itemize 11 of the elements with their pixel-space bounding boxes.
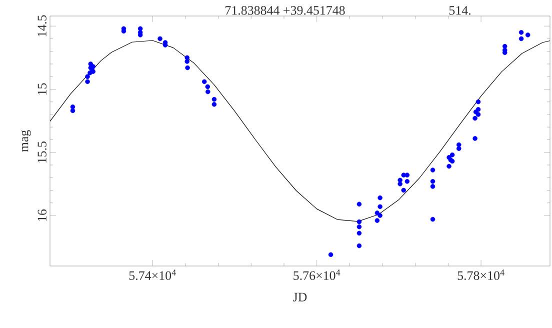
- text: 514.: [449, 6, 470, 15]
- x-axis-title: JD: [293, 292, 307, 302]
- x-tick-label: 5.76×10$^{4}$: [294, 270, 340, 280]
- x-tick-label: 5.74×10$^{4}$: [129, 270, 176, 280]
- y-tick-label: 16: [38, 209, 46, 221]
- y-tick-label: 14.5: [38, 15, 46, 36]
- text: 71.838844 +39.451748: [226, 6, 345, 15]
- y-tick-label: 15: [38, 83, 46, 95]
- y-tick-label: 15.5: [38, 142, 46, 163]
- y-axis-title: mag: [21, 130, 31, 152]
- x-tick-label: 5.78×10$^{4}$: [458, 270, 504, 280]
